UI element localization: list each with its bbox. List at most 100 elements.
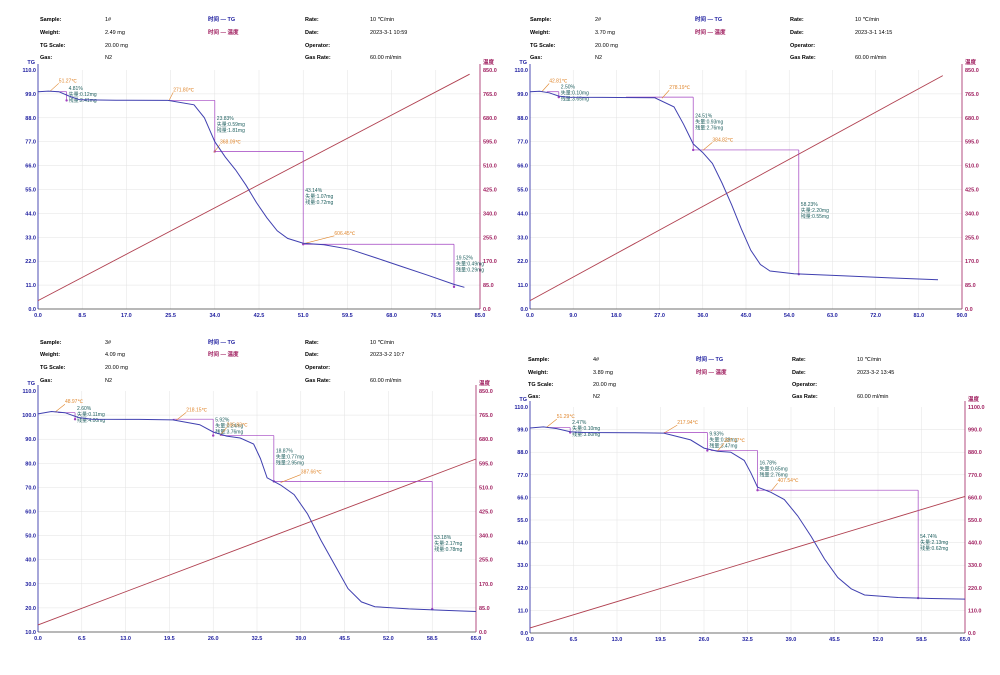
step-percent-label: 2.60% bbox=[77, 406, 92, 412]
step-loss-label: 失量:2.13mg bbox=[920, 539, 948, 546]
step-residue-label: 残量:0.55mg bbox=[801, 213, 829, 220]
y2-tick-label: 850.0 bbox=[479, 389, 493, 395]
x-tick-label: 72.0 bbox=[870, 313, 881, 319]
y2-tick-label: 880.0 bbox=[968, 450, 982, 456]
step-percent-label: 5.92% bbox=[215, 417, 230, 423]
step-residue-label: 残量:0.62mg bbox=[920, 545, 948, 552]
sample-value: 1# bbox=[105, 17, 112, 23]
y-tick-label: 88.0 bbox=[517, 450, 528, 456]
onset-label: 51.27℃ bbox=[59, 78, 78, 84]
date-value: 2023-3-2 13:45 bbox=[857, 370, 895, 376]
y2-tick-label: 550.0 bbox=[968, 518, 982, 524]
temperature-series-line bbox=[37, 458, 477, 626]
step-percent-label: 43.14% bbox=[305, 188, 323, 194]
x-tick-label: 59.5 bbox=[342, 313, 353, 319]
step-loss-label: 失量:0.24mg bbox=[215, 422, 243, 429]
y2-tick-label: 765.0 bbox=[965, 92, 979, 98]
temperature-series-line bbox=[37, 73, 470, 301]
y2-tick-label: 85.0 bbox=[965, 283, 976, 289]
onset-label: 265.83℃ bbox=[227, 423, 248, 429]
y-tick-label: 88.0 bbox=[517, 116, 528, 122]
step-residue-label: 残量:3.76mg bbox=[215, 428, 243, 435]
onset-label: 278.19℃ bbox=[669, 85, 690, 91]
gasrate-value: 60.00 ml/min bbox=[370, 378, 402, 384]
onset-leader-line bbox=[49, 83, 60, 92]
x-tick-label: 6.5 bbox=[570, 637, 578, 643]
sample-label: Sample: bbox=[40, 340, 62, 346]
y-axis-title: TG bbox=[519, 397, 527, 403]
y2-tick-label: 510.0 bbox=[483, 164, 497, 170]
y-tick-label: 20.0 bbox=[25, 606, 36, 612]
weight-value: 3.70 mg bbox=[595, 30, 615, 36]
y-tick-label: 44.0 bbox=[517, 211, 528, 217]
y2-tick-label: 255.0 bbox=[479, 558, 493, 564]
onset-leader-line bbox=[175, 412, 187, 421]
step-loss-label: 失量:0.49mg bbox=[456, 261, 484, 268]
y2-tick-label: 850.0 bbox=[483, 68, 497, 74]
y2-tick-label: 440.0 bbox=[968, 541, 982, 547]
y2-tick-label: 595.0 bbox=[965, 140, 979, 146]
tga-panel-4: Sample: 4# Weight: 3.89 mg TG Scale: 20.… bbox=[500, 337, 1000, 675]
y2-tick-label: 340.0 bbox=[483, 211, 497, 217]
temperature-series-line bbox=[529, 75, 944, 301]
gasrate-label: Gas Rate: bbox=[305, 55, 331, 61]
x-tick-label: 32.5 bbox=[252, 636, 263, 642]
step-marker bbox=[452, 285, 456, 289]
y2-tick-label: 595.0 bbox=[483, 140, 497, 146]
y2-tick-label: 680.0 bbox=[965, 116, 979, 122]
onset-label: 48.97℃ bbox=[65, 399, 84, 405]
x-tick-label: 25.5 bbox=[165, 313, 176, 319]
y-tick-label: 33.0 bbox=[25, 235, 36, 241]
onset-leader-line bbox=[770, 483, 778, 492]
y2-axis-title: 温度 bbox=[483, 58, 495, 66]
y-tick-label: 11.0 bbox=[518, 608, 528, 614]
x-tick-label: 45.5 bbox=[339, 636, 350, 642]
weight-label: Weight: bbox=[530, 30, 551, 36]
y-tick-label: 110.0 bbox=[515, 68, 528, 74]
y-tick-label: 33.0 bbox=[517, 563, 528, 569]
y-tick-label: 0.0 bbox=[520, 631, 528, 637]
step-percent-label: 9.93% bbox=[709, 432, 724, 438]
x-tick-label: 63.0 bbox=[827, 313, 838, 319]
y2-axis-title: 温度 bbox=[479, 379, 491, 387]
y2-tick-label: 255.0 bbox=[965, 235, 979, 241]
onset-leader-line bbox=[280, 474, 301, 483]
y-tick-label: 66.0 bbox=[517, 495, 528, 501]
y-tick-label: 66.0 bbox=[517, 164, 528, 170]
x-tick-label: 13.0 bbox=[612, 637, 623, 643]
y-tick-label: 22.0 bbox=[517, 586, 528, 592]
x-tick-label: 13.0 bbox=[120, 636, 131, 642]
onset-label: 327.17℃ bbox=[724, 438, 745, 444]
onset-label: 42.81℃ bbox=[549, 79, 568, 85]
y2-tick-label: 110.0 bbox=[968, 608, 981, 614]
onset-leader-line bbox=[303, 235, 335, 245]
step-loss-label: 失量:0.65mg bbox=[760, 465, 788, 472]
sample-value: 3# bbox=[105, 340, 112, 346]
step-residue-label: 残量:4.00mg bbox=[77, 417, 105, 424]
step-loss-label: 失量:1.07mg bbox=[305, 193, 333, 200]
y2-tick-label: 425.0 bbox=[479, 510, 493, 516]
x-tick-label: 19.5 bbox=[164, 636, 175, 642]
onset-label: 271.80℃ bbox=[173, 87, 194, 93]
step-percent-label: 53.18% bbox=[434, 535, 452, 541]
y2-tick-label: 340.0 bbox=[965, 211, 979, 217]
x-tick-label: 45.5 bbox=[829, 637, 840, 643]
date-value: 2023-3-2 10:7 bbox=[370, 352, 405, 358]
y-tick-label: 11.0 bbox=[518, 283, 528, 289]
step-residue-label: 残量:3.65mg bbox=[561, 95, 589, 102]
y-tick-label: 110.0 bbox=[515, 405, 528, 411]
y-tick-label: 88.0 bbox=[25, 116, 36, 122]
rate-label: Rate: bbox=[790, 17, 804, 23]
y-tick-label: 44.0 bbox=[25, 211, 36, 217]
x-tick-label: 26.0 bbox=[699, 637, 710, 643]
x-tick-label: 27.0 bbox=[654, 313, 665, 319]
y-tick-label: 99.0 bbox=[517, 428, 528, 434]
gas-value: N2 bbox=[105, 378, 113, 384]
step-residue-label: 残量:2.95mg bbox=[276, 459, 304, 466]
step-loss-label: 失量:0.10mg bbox=[572, 425, 600, 432]
step-loss-label: 失量:2.17mg bbox=[434, 540, 462, 547]
step-residue-label: 残量:0.72mg bbox=[305, 199, 333, 206]
temperature-series-line bbox=[529, 495, 966, 629]
y2-tick-label: 220.0 bbox=[968, 586, 982, 592]
legend-tg: 时间 — TG bbox=[208, 17, 236, 23]
